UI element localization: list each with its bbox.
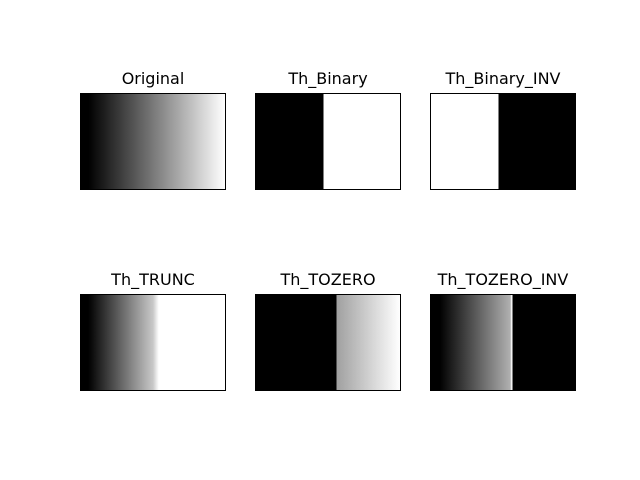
- panel-title-binary: Th_Binary: [288, 69, 368, 88]
- panel-image-binary-inv: [430, 93, 576, 190]
- panel-title-tozero-inv: Th_TOZERO_INV: [437, 270, 569, 289]
- panel-title-tozero: Th_TOZERO: [280, 270, 376, 289]
- panel-title-original: Original: [121, 69, 185, 88]
- panel-image-tozero: [255, 294, 401, 391]
- panel-image-original: [80, 93, 226, 190]
- panel-image-tozero-inv: [430, 294, 576, 391]
- panel-title-binary-inv: Th_Binary_INV: [445, 69, 561, 88]
- panel-image-binary: [255, 93, 401, 190]
- panel-title-trunc: Th_TRUNC: [111, 270, 195, 289]
- panel-image-trunc: [80, 294, 226, 391]
